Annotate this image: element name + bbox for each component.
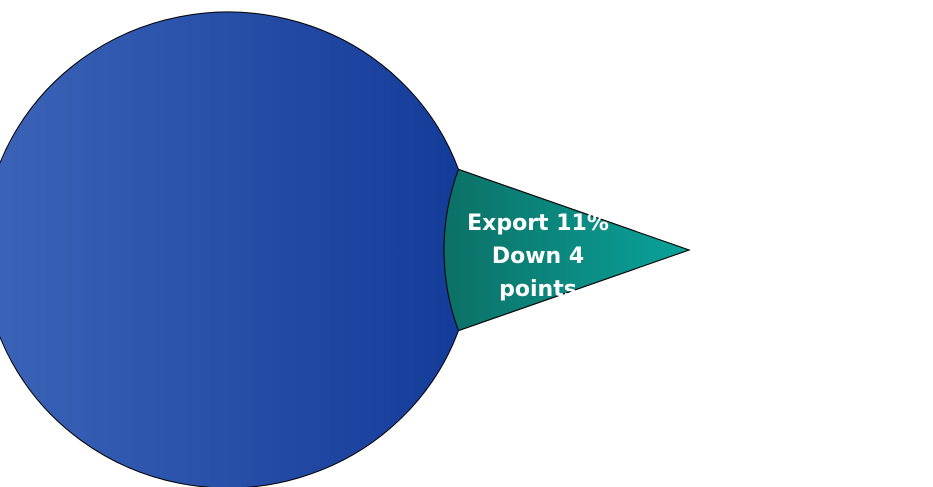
pie-label-export: Export 11% bbox=[467, 211, 609, 236]
pie-label-nz: 89% bbox=[769, 236, 822, 261]
pie-label-nz: New Zealand bbox=[715, 203, 876, 228]
pie-label-nz: Up 4 points bbox=[724, 269, 866, 294]
pie-slice-export bbox=[443, 168, 691, 332]
pie-label-export: Down 4 bbox=[492, 244, 584, 269]
pie-label-export: points bbox=[499, 277, 577, 302]
pie-slice-new-zealand bbox=[0, 11, 691, 487]
